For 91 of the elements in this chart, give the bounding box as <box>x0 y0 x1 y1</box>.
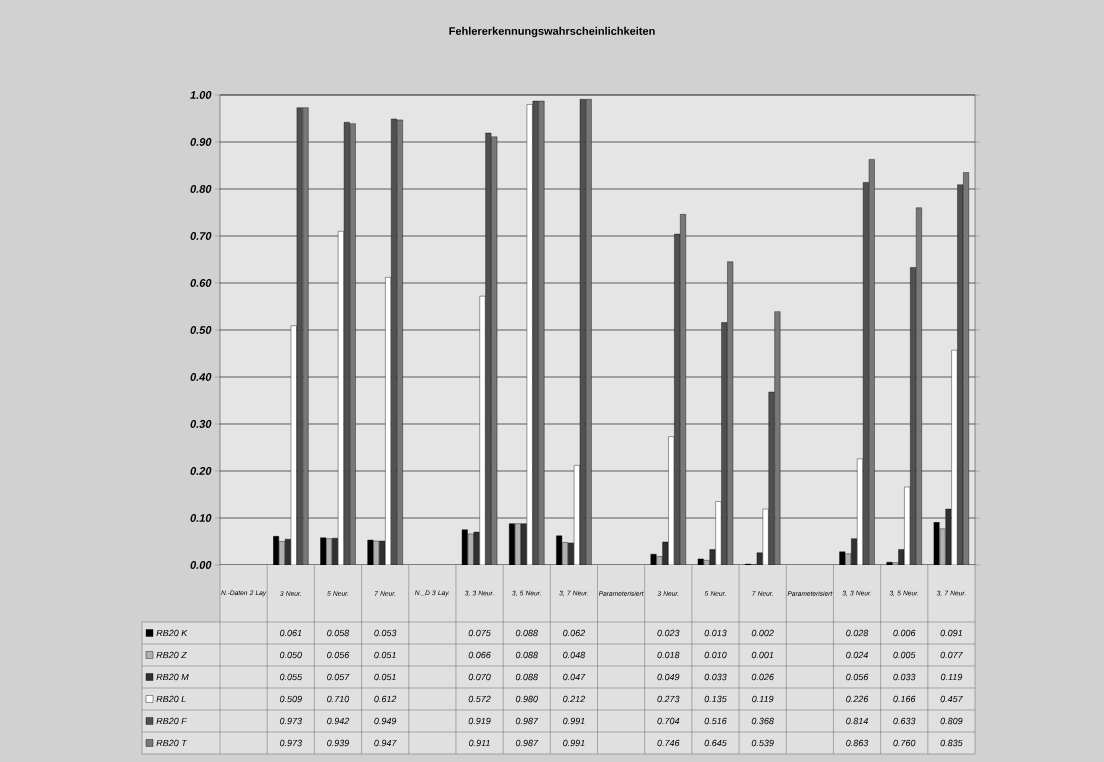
legend-label: RB20 Z <box>156 651 187 659</box>
chart-title: Fehlererkennungswahrscheinlichkeiten <box>449 26 655 38</box>
data-label: 0.516 <box>704 717 727 725</box>
data-label: 0.058 <box>327 629 350 637</box>
data-label: 0.062 <box>563 629 586 637</box>
data-label: 0.070 <box>468 673 491 681</box>
data-label: 0.987 <box>515 739 539 747</box>
data-label: 0.047 <box>563 673 586 681</box>
data-label: 0.066 <box>468 651 491 659</box>
data-label: 0.572 <box>468 695 491 703</box>
data-label: 0.166 <box>893 695 916 703</box>
data-label: 0.973 <box>279 739 302 747</box>
data-label: 0.026 <box>751 673 774 681</box>
y-tick-label: 0.70 <box>190 232 212 240</box>
data-label: 0.013 <box>704 629 727 637</box>
data-label: 0.704 <box>657 717 680 725</box>
data-label: 0.075 <box>468 629 491 637</box>
y-tick-label: 0.40 <box>190 373 212 381</box>
legend-label: RB20 F <box>156 717 188 725</box>
data-label: 0.033 <box>893 673 916 681</box>
data-label: 0.033 <box>704 673 727 681</box>
data-label: 0.088 <box>515 651 538 659</box>
data-label: 0.135 <box>704 695 727 703</box>
data-label: 0.006 <box>893 629 916 637</box>
data-label: 0.050 <box>279 651 302 659</box>
data-label: 0.018 <box>657 651 680 659</box>
data-label: 0.061 <box>279 629 302 637</box>
data-label: 0.746 <box>657 739 680 747</box>
data-label: 0.835 <box>940 739 963 747</box>
data-label: 0.119 <box>940 673 963 681</box>
data-label: 0.055 <box>279 673 303 681</box>
data-label: 0.645 <box>704 739 727 747</box>
data-label: 0.809 <box>940 717 963 725</box>
data-label: 0.991 <box>563 717 585 725</box>
y-tick-label: 0.20 <box>190 467 212 475</box>
y-tick-label: 0.90 <box>190 138 212 146</box>
y-tick-label: 0.80 <box>190 185 212 193</box>
data-label: 0.226 <box>846 695 869 703</box>
data-label: 0.077 <box>940 651 963 659</box>
data-label: 0.005 <box>893 651 916 659</box>
legend-label: RB20 K <box>156 629 188 637</box>
data-label: 0.991 <box>563 739 585 747</box>
data-label: 0.091 <box>940 629 962 637</box>
data-label: 0.088 <box>515 629 538 637</box>
y-tick-label: 0.50 <box>190 326 212 334</box>
data-label: 0.863 <box>846 739 869 747</box>
data-label: 0.911 <box>469 739 490 747</box>
data-label: 0.612 <box>374 695 397 703</box>
data-label: 0.051 <box>374 651 396 659</box>
data-label: 0.942 <box>327 717 350 725</box>
legend-label: RB20 T <box>156 739 188 747</box>
data-label: 0.368 <box>751 717 774 725</box>
data-label: 0.273 <box>657 695 680 703</box>
data-label: 0.980 <box>515 695 538 703</box>
data-label: 0.049 <box>657 673 680 681</box>
data-label: 0.987 <box>515 717 539 725</box>
data-label: 0.973 <box>279 717 302 725</box>
data-label: 0.457 <box>940 695 963 703</box>
y-tick-label: 0.00 <box>190 561 212 569</box>
data-label: 0.710 <box>327 695 350 703</box>
y-tick-label: 1.00 <box>190 91 212 99</box>
data-label: 0.010 <box>704 651 727 659</box>
data-label: 0.212 <box>563 695 586 703</box>
data-label: 0.760 <box>893 739 916 747</box>
data-label: 0.056 <box>846 673 869 681</box>
y-tick-label: 0.10 <box>190 514 212 522</box>
data-label: 0.919 <box>468 717 491 725</box>
data-label: 0.053 <box>374 629 397 637</box>
data-label: 0.939 <box>327 739 350 747</box>
y-tick-label: 0.60 <box>190 279 212 287</box>
data-label: 0.947 <box>374 739 397 747</box>
legend-label: RB20 L <box>156 695 186 703</box>
data-label: 0.539 <box>751 739 774 747</box>
data-label: 0.001 <box>751 651 774 659</box>
data-label: 0.024 <box>846 651 868 659</box>
y-tick-label: 0.30 <box>190 420 212 428</box>
data-label: 0.023 <box>657 629 680 637</box>
data-label: 0.633 <box>893 717 916 725</box>
bar <box>479 295 486 565</box>
data-label: 0.002 <box>751 629 774 637</box>
data-label: 0.028 <box>846 629 869 637</box>
data-label: 0.949 <box>374 717 397 725</box>
data-label: 0.088 <box>515 673 538 681</box>
data-label: 0.814 <box>846 717 868 725</box>
legend-label: RB20 M <box>156 673 189 681</box>
data-label: 0.119 <box>752 695 774 703</box>
data-label: 0.509 <box>279 695 302 703</box>
data-label: 0.048 <box>563 651 586 659</box>
data-label: 0.056 <box>327 651 350 659</box>
data-label: 0.051 <box>374 673 396 681</box>
data-label: 0.057 <box>327 673 350 681</box>
